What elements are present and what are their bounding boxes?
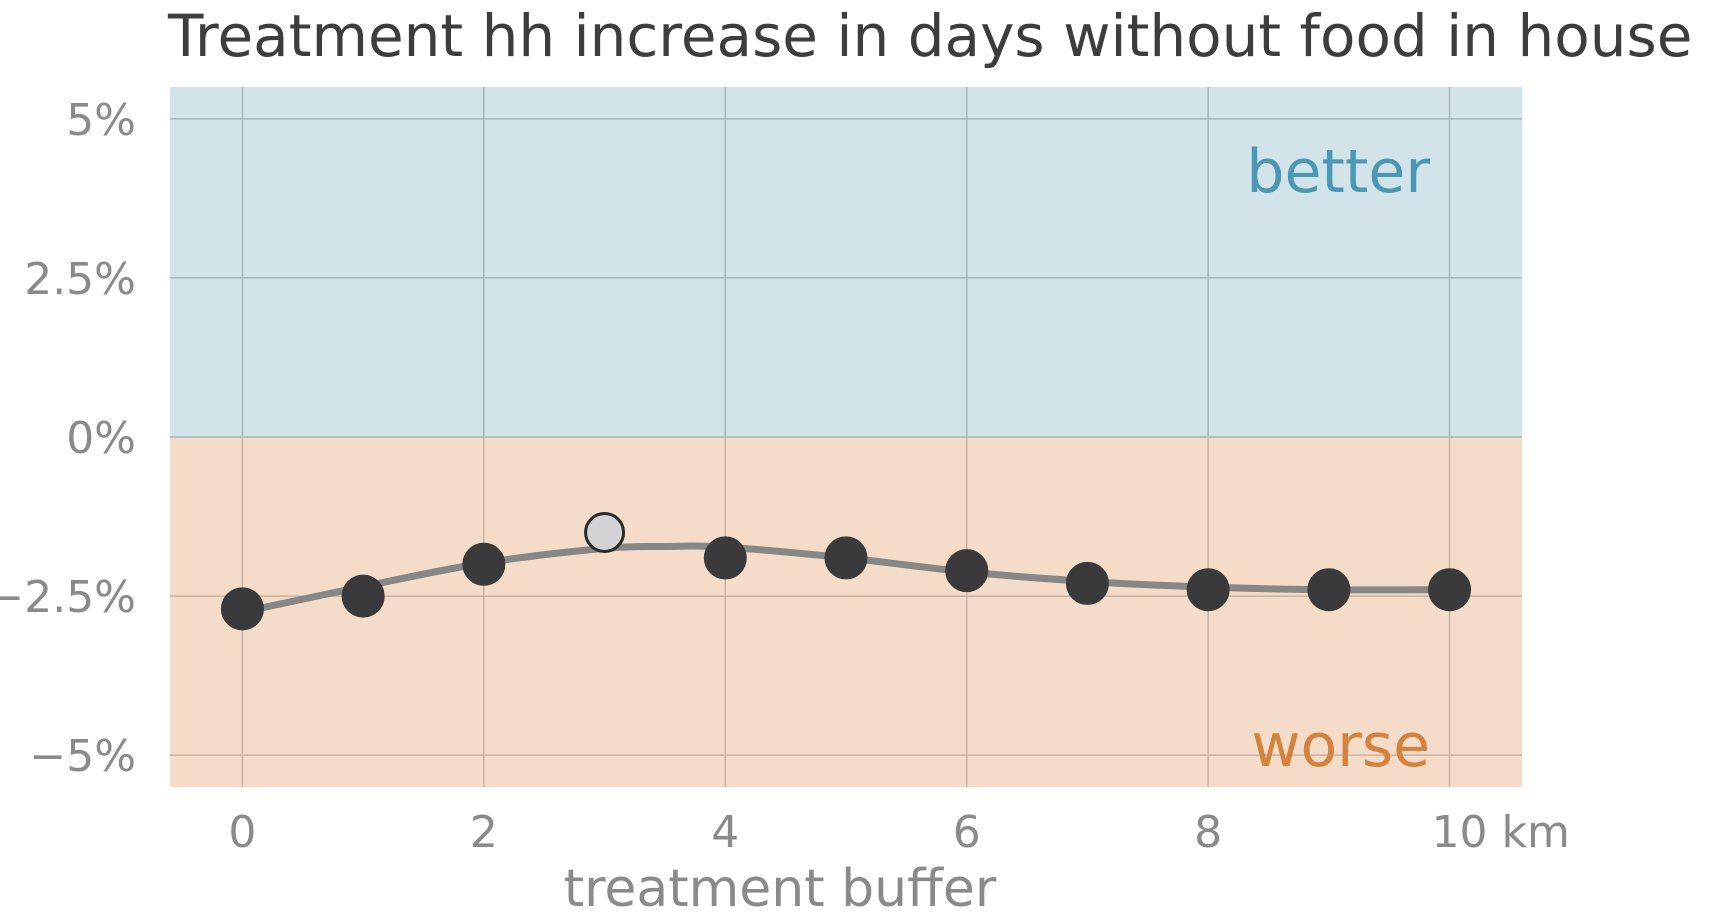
y-tick-label: −2.5% — [0, 572, 136, 623]
x-tick-label: 10 km — [1432, 807, 1570, 858]
x-axis-label: treatment buffer — [564, 859, 997, 919]
data-points — [220, 511, 1472, 631]
x-tick-labels: 0 2 4 6 8 10 km — [228, 807, 1569, 858]
data-point — [1065, 561, 1109, 605]
highlighted-data-point — [584, 511, 626, 553]
x-tick-label: 4 — [711, 807, 739, 858]
region-label-better: better — [1246, 137, 1430, 207]
region-worse — [170, 437, 1522, 787]
chart-title: Treatment hh increase in days without fo… — [167, 2, 1692, 70]
data-point — [1428, 568, 1472, 612]
y-tick-label: 2.5% — [24, 254, 136, 305]
region-label-worse: worse — [1251, 711, 1430, 781]
x-tick-label: 0 — [228, 807, 256, 858]
data-point — [220, 587, 264, 631]
data-point — [1307, 568, 1351, 612]
region-labels: better worse — [1246, 137, 1430, 781]
data-point — [341, 574, 385, 618]
x-tick-label: 6 — [953, 807, 981, 858]
y-tick-labels: 5% 2.5% 0% −2.5% −5% — [0, 95, 136, 782]
y-tick-label: 5% — [66, 95, 136, 146]
x-tick-label: 2 — [470, 807, 498, 858]
region-better — [170, 87, 1522, 437]
data-point — [1186, 568, 1230, 612]
data-point — [824, 536, 868, 580]
y-tick-label: 0% — [66, 413, 136, 464]
data-point — [703, 536, 747, 580]
data-point — [462, 542, 506, 586]
y-tick-label: −5% — [29, 731, 136, 782]
data-point — [945, 549, 989, 593]
background-regions — [170, 87, 1522, 787]
x-tick-label: 8 — [1194, 807, 1222, 858]
